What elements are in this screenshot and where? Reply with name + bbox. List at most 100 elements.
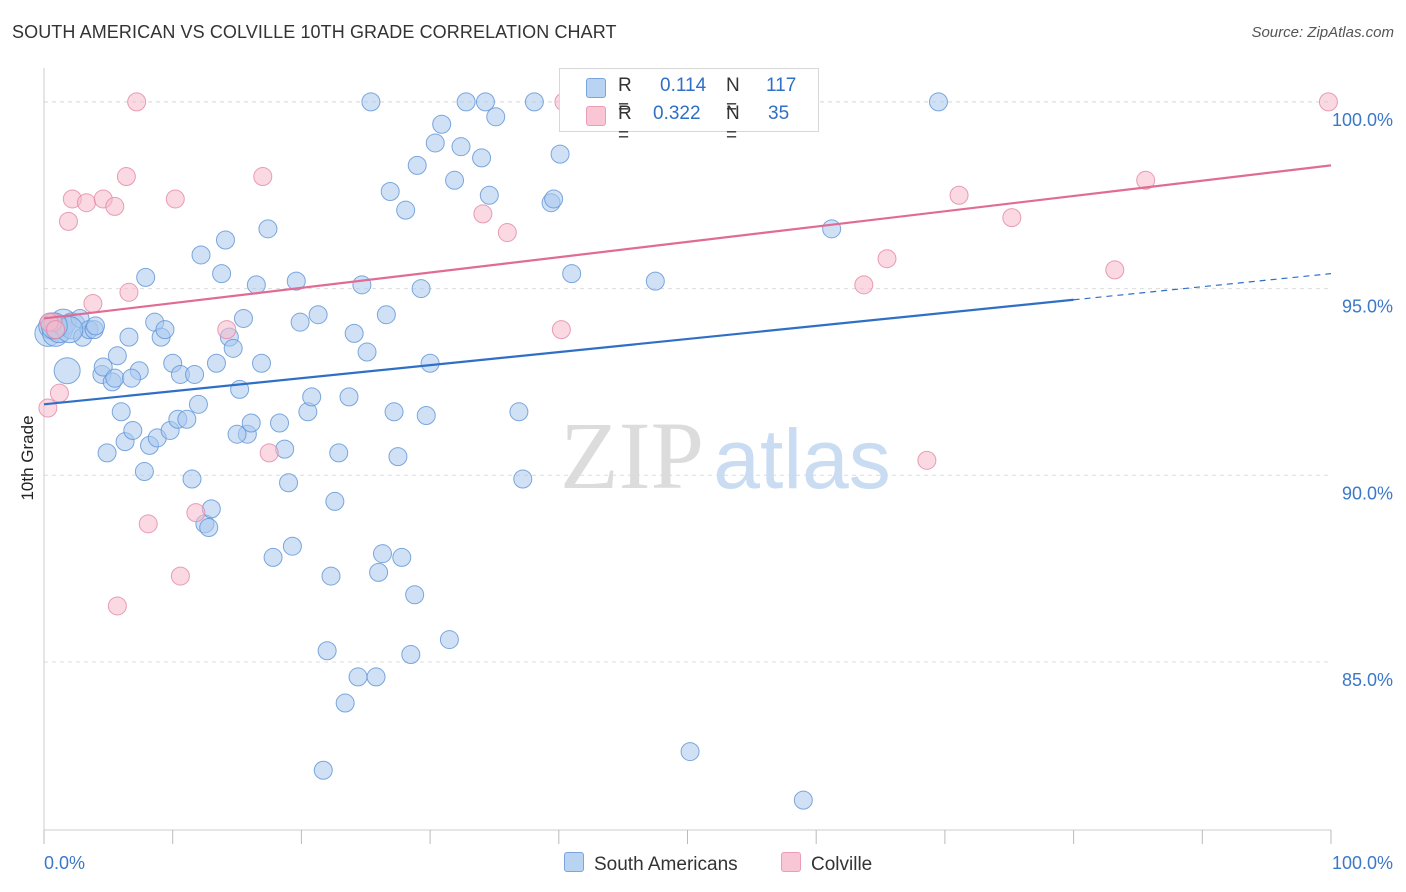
point-south-americans [321,566,341,586]
point-colville [38,398,58,418]
y-tick-labels: 85.0% 90.0% 95.0% 100.0% [1332,110,1393,690]
point-south-americans [177,409,197,429]
point-south-americans [123,420,143,440]
point-south-americans [111,402,131,422]
point-colville [83,294,103,314]
point-colville [46,320,66,340]
point-south-americans [233,308,253,328]
point-colville [1105,260,1125,280]
point-south-americans [182,469,202,489]
point-colville [49,383,69,403]
point-colville [497,223,517,243]
legend-n-value: 35 [768,103,790,124]
legend-n-label: N = [726,75,740,118]
point-colville [105,196,125,216]
point-colville [551,320,571,340]
point-south-americans [352,275,372,295]
watermark-zip: ZIP [560,402,704,509]
point-south-americans [191,245,211,265]
point-south-americans [134,462,154,482]
point-colville [119,282,139,302]
point-colville [165,189,185,209]
point-south-americans [185,364,205,384]
point-south-americans [122,368,142,388]
point-south-americans [388,447,408,467]
point-south-americans [416,406,436,426]
point-colville [473,204,493,224]
point-south-americans [445,170,465,190]
point-south-americans [928,92,948,112]
point-colville [949,185,969,205]
bottom-legend-swatch-south-americans [564,852,584,872]
bottom-legend-label-colville: Colville [811,854,873,875]
point-south-americans [335,693,355,713]
point-south-americans [302,387,322,407]
data-points [34,92,1338,810]
x-tick-label: 100.0% [1332,853,1393,873]
point-colville [127,92,147,112]
chart-title: SOUTH AMERICAN VS COLVILLE 10TH GRADE CO… [12,22,617,42]
point-south-americans [513,469,533,489]
point-south-americans [432,114,452,134]
y-tick-label: 95.0% [1342,297,1393,317]
point-south-americans [212,264,232,284]
point-south-americans [206,353,226,373]
point-south-americans [325,491,345,511]
point-colville [1136,170,1156,190]
point-south-americans [369,562,389,582]
point-south-americans [119,327,139,347]
point-colville [1318,92,1338,112]
point-south-americans [405,585,425,605]
point-south-americans [396,200,416,220]
point-south-americans [53,357,81,385]
point-south-americans [263,547,283,567]
point-south-americans [252,353,272,373]
bottom-legend-south-americans: South Americans [564,852,738,876]
point-south-americans [486,107,506,127]
watermark: ZIP atlas [560,402,891,509]
legend-swatch-colville [586,106,606,126]
point-colville [217,320,237,340]
point-south-americans [411,279,431,299]
point-south-americans [407,155,427,175]
point-south-americans [793,790,813,810]
point-south-americans [357,342,377,362]
point-south-americans [550,144,570,164]
point-south-americans [105,368,125,388]
point-colville [877,249,897,269]
watermark-atlas: atlas [713,412,890,506]
point-south-americans [246,275,266,295]
point-south-americans [509,402,529,422]
point-south-americans [290,312,310,332]
point-south-americans [392,547,412,567]
point-colville [1002,208,1022,228]
point-south-americans [645,271,665,291]
point-south-americans [348,667,368,687]
legend-r-label: R = [618,75,632,118]
point-colville [186,503,206,523]
point-south-americans [258,219,278,239]
point-south-americans [97,443,117,463]
legend-r-value: 0.114 [660,75,707,96]
point-colville [854,275,874,295]
point-south-americans [372,544,392,564]
point-south-americans [680,742,700,762]
point-south-americans [329,443,349,463]
point-south-americans [439,630,459,650]
trend-line-south-americans [43,298,1074,406]
point-south-americans [279,473,299,493]
bottom-legend-colville: Colville [781,852,872,876]
point-colville [917,450,937,470]
point-south-americans [85,316,105,336]
point-colville [259,443,279,463]
point-south-americans [425,133,445,153]
point-south-americans [317,641,337,661]
point-south-americans [155,320,175,340]
y-axis-label: 10th Grade [18,415,37,501]
point-south-americans [270,413,290,433]
point-south-americans [286,271,306,291]
y-tick-label: 90.0% [1342,483,1393,503]
source-label: Source: ZipAtlas.com [1251,24,1394,41]
point-south-americans [93,357,113,377]
